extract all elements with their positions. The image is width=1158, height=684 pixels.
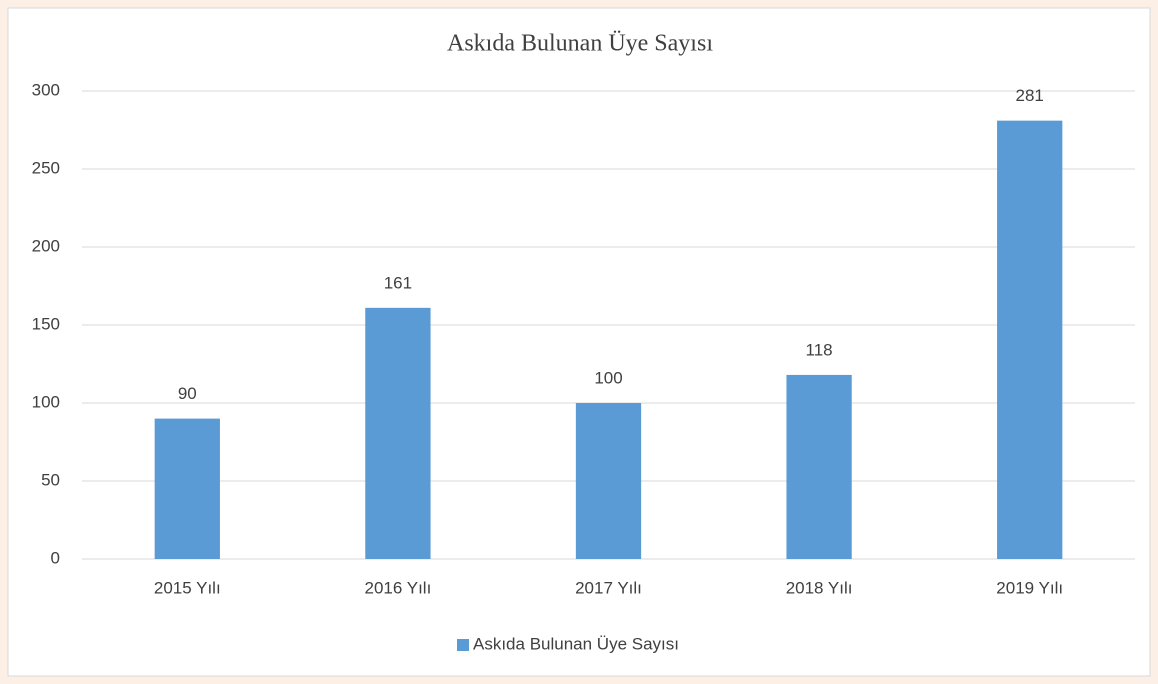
y-tick-label: 100 xyxy=(32,392,60,411)
data-label: 161 xyxy=(384,273,412,292)
y-tick-label: 0 xyxy=(51,548,60,567)
bar xyxy=(365,307,431,559)
legend-swatch xyxy=(457,639,469,651)
x-tick-label: 2018 Yılı xyxy=(786,578,853,597)
bar xyxy=(997,120,1063,559)
data-label: 281 xyxy=(1016,86,1044,105)
x-tick-label: 2019 Yılı xyxy=(996,578,1063,597)
chart-area xyxy=(7,7,1151,677)
y-tick-label: 200 xyxy=(32,236,60,255)
data-label: 90 xyxy=(178,384,197,403)
bar xyxy=(786,374,852,559)
bar xyxy=(575,403,642,559)
chart-title: Askıda Bulunan Üye Sayısı xyxy=(447,31,713,57)
y-tick-label: 300 xyxy=(32,80,60,99)
legend-label: Askıda Bulunan Üye Sayısı xyxy=(473,634,679,653)
y-tick-label: 50 xyxy=(41,470,60,489)
y-tick-label: 150 xyxy=(32,314,60,333)
x-tick-label: 2016 Yılı xyxy=(365,578,432,597)
y-tick-label: 250 xyxy=(32,158,60,177)
x-tick-label: 2015 Yılı xyxy=(154,578,221,597)
bar xyxy=(154,418,220,559)
data-label: 118 xyxy=(806,340,833,359)
x-tick-label: 2017 Yılı xyxy=(575,578,642,597)
data-label: 100 xyxy=(594,368,622,387)
